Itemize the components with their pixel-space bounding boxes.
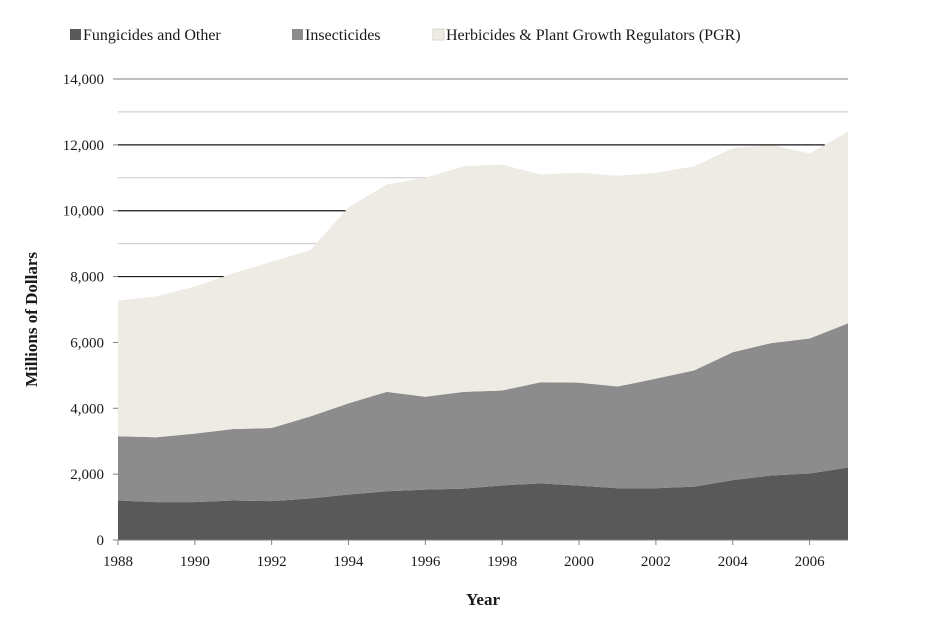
x-tick-label: 1988 [103, 554, 133, 570]
legend-entry-2: Insecticides [292, 27, 381, 44]
x-tick-label: 1998 [487, 554, 517, 570]
legend-label: Fungicides and Other [83, 27, 221, 44]
legend-label: Insecticides [305, 27, 381, 44]
y-tick-label: 12,000 [63, 138, 104, 154]
y-tick-label: 14,000 [63, 72, 104, 88]
x-axis-ticks: 1988 1990 1992 1994 1996 1998 2000 2002 2004 2006 [103, 540, 825, 570]
area-series-2 [118, 323, 848, 503]
x-tick-label: 2002 [641, 554, 671, 570]
y-tick-label: 8,000 [70, 270, 104, 286]
x-tick-label: 1992 [257, 554, 287, 570]
legend-entry-3: Herbicides & Plant Growth Regulators (PG… [432, 27, 741, 44]
area-series-1 [118, 467, 848, 540]
legend-swatch [292, 29, 303, 40]
area-series [118, 131, 848, 540]
y-axis-ticks: 0 2,000 4,000 6,000 8,000 10,000 12,000 14,000 [63, 72, 118, 549]
x-tick-label: 2000 [564, 554, 594, 570]
y-tick-label: 6,000 [70, 335, 104, 351]
x-tick-label: 2006 [795, 554, 826, 570]
grid-lines-over-area [118, 78, 848, 278]
x-tick-label: 2004 [718, 554, 749, 570]
x-axis-title: Year [466, 590, 500, 609]
area-series-3 [118, 131, 848, 438]
y-tick-label: 2,000 [70, 467, 104, 483]
y-axis-title: Millions of Dollars [22, 252, 41, 387]
x-tick-label: 1996 [410, 554, 441, 570]
y-tick-label: 10,000 [63, 204, 104, 220]
legend-entry-1: Fungicides and Other [70, 27, 221, 44]
legend-swatch [432, 28, 445, 41]
legend-label: Herbicides & Plant Growth Regulators (PG… [446, 27, 741, 44]
legend-swatch [70, 29, 81, 40]
y-tick-label: 0 [97, 533, 105, 549]
legend: Fungicides and Other Insecticides Herbicid… [70, 27, 741, 44]
x-tick-label: 1994 [334, 554, 365, 570]
y-tick-label: 4,000 [70, 401, 104, 417]
x-tick-label: 1990 [180, 554, 210, 570]
